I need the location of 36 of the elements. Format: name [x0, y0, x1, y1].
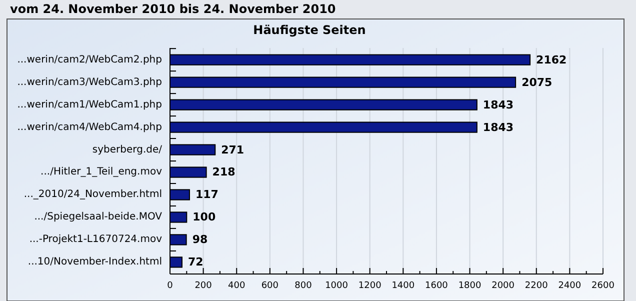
data-label: 117: [195, 188, 218, 202]
y-tick-label: ...10/November-Index.html: [28, 256, 162, 268]
chart-title: Häufigste Seiten: [253, 23, 366, 37]
chart-subtitle: vom 24. November 2010 bis 24. November 2010: [10, 2, 336, 16]
y-tick-label: .../Hitler_1_Teil_eng.mov: [40, 166, 162, 178]
x-tick-label: 2400: [558, 281, 582, 291]
y-tick-label: ..._2010/24_November.html: [24, 189, 162, 200]
data-label: 218: [212, 166, 236, 179]
x-tick-label: 200: [194, 281, 212, 291]
x-tick-label: 2600: [592, 281, 615, 291]
x-tick-label: 1400: [392, 281, 415, 291]
y-tick-label: ...-Projekt1-L1670724.mov: [29, 234, 162, 246]
data-label: 1843: [482, 98, 514, 112]
y-tick-label: ...werin/cam2/WebCam2.php: [17, 54, 162, 66]
x-tick-label: 0: [167, 281, 174, 291]
x-tick-label: 600: [261, 281, 279, 291]
x-tick-label: 1000: [325, 281, 348, 291]
x-tick-label: 1800: [458, 281, 482, 291]
data-label: 98: [192, 233, 208, 246]
data-label: 72: [188, 256, 204, 269]
x-tick-label: 2000: [492, 281, 515, 291]
y-tick-label: ...werin/cam1/WebCam1.php: [17, 99, 162, 110]
data-label: 2162: [536, 53, 567, 66]
data-label: 100: [192, 210, 216, 224]
x-tick-label: 400: [228, 281, 246, 291]
data-label: 271: [221, 143, 244, 156]
x-tick-label: 1600: [425, 281, 448, 291]
y-tick-label: ...werin/cam4/WebCam4.php: [17, 122, 162, 133]
x-tick-label: 800: [294, 281, 312, 291]
y-tick-label: .../Spiegelsaal-beide.MOV: [34, 212, 162, 223]
y-tick-label: ...werin/cam3/WebCam3.php: [17, 76, 162, 88]
data-label: 1843: [482, 120, 514, 134]
y-tick-label: syberberg.de/: [92, 144, 163, 156]
x-tick-label: 1200: [358, 281, 382, 291]
data-label: 2075: [522, 76, 552, 89]
x-tick-label: 2200: [524, 281, 548, 291]
